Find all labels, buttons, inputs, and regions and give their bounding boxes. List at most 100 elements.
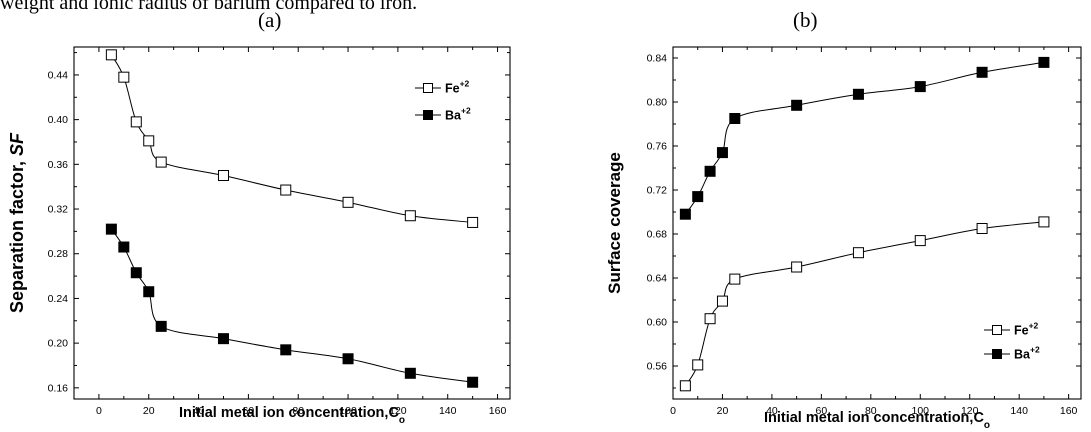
data-point: [914, 235, 926, 247]
legend-charge: +2: [461, 106, 471, 116]
y-tick-label: 0.20: [48, 338, 69, 350]
y-tick-label: 0.60: [647, 317, 668, 329]
x-tick-label: 120: [389, 405, 407, 417]
data-point: [791, 99, 803, 111]
data-point: [280, 344, 292, 356]
data-point: [976, 223, 988, 234]
series-ba: [105, 223, 479, 388]
data-point: [467, 216, 479, 228]
data-point: [704, 165, 716, 177]
data-point: [729, 273, 741, 285]
legend-name: Ba: [1014, 348, 1031, 362]
y-tick-label: 0.72: [647, 185, 668, 197]
data-point: [143, 286, 155, 298]
data-point: [976, 66, 988, 78]
x-axis-title-main: Initial metal ion concentration,C: [764, 410, 984, 426]
legend-marker: [992, 349, 1002, 359]
data-point: [1038, 56, 1050, 68]
chart-a: 0 20 40 60 80 100 120 140 160 0.16 0.20 0.24 0.28 0.3…: [7, 46, 511, 426]
data-point: [118, 241, 130, 253]
y-tick-label: 0.36: [48, 159, 69, 171]
y-axis-title-main: Separation factor,: [7, 156, 27, 313]
data-point: [130, 267, 142, 279]
panel-label-b: (b): [793, 8, 818, 32]
y-tick-label: 0.28: [48, 248, 69, 260]
x-tick-label: 40: [193, 405, 205, 417]
data-point: [692, 191, 704, 203]
y-axis-title: Surface coverage: [605, 152, 624, 294]
x-tick-label: 160: [489, 405, 507, 417]
legend-marker: [423, 110, 433, 120]
x-tick-label: 80: [292, 405, 304, 417]
legend-charge: +2: [1030, 345, 1040, 355]
legend-label: Fe+2: [1014, 321, 1039, 338]
x-tick-label: 60: [243, 405, 255, 417]
y-tick-label: 0.32: [48, 204, 69, 216]
data-point: [1038, 216, 1050, 228]
series-line: [110, 228, 473, 383]
x-tick-label: 120: [961, 405, 979, 417]
y-axis-title: Separation factor, SF: [7, 132, 27, 313]
panel-label-a: (a): [258, 8, 282, 32]
y-tick-label: 0.68: [647, 229, 668, 241]
data-point: [217, 333, 229, 345]
caption-fragment: weight and ionic radius of barium compar…: [0, 0, 418, 14]
x-tick-label: 140: [1010, 405, 1028, 417]
y-tick-label: 0.80: [647, 97, 668, 109]
data-point: [280, 184, 292, 196]
data-point: [679, 208, 691, 220]
data-point: [467, 376, 479, 388]
x-tick-label: 80: [865, 405, 877, 417]
legend-entry-fe: Fe+2: [415, 79, 470, 96]
x-tick-label: 100: [339, 405, 357, 417]
legend-label: Fe+2: [445, 79, 470, 96]
data-point: [118, 71, 130, 83]
series-ba: [679, 56, 1050, 220]
x-tick-label: 100: [912, 405, 930, 417]
data-point: [143, 135, 155, 147]
x-tick-label: 0: [96, 405, 102, 417]
legend-charge: +2: [460, 79, 470, 89]
x-axis-title: Initial metal ion concentration,Co: [764, 410, 990, 431]
data-point: [404, 210, 416, 222]
x-axis-title: Initial metal ion concentration,Co: [179, 405, 405, 426]
x-axis-title-subscript: o: [984, 420, 990, 431]
data-point: [217, 170, 229, 182]
legend-entry-ba: Ba+2: [415, 106, 471, 123]
y-tick-label: 0.40: [48, 114, 69, 126]
x-axis-title-main: Initial metal ion concentration,C: [179, 405, 399, 421]
y-tick-label: 0.44: [48, 69, 69, 81]
data-point: [155, 156, 167, 168]
series-line: [110, 54, 473, 223]
y-tick-label: 0.76: [647, 141, 668, 153]
data-point: [716, 295, 728, 307]
data-point: [791, 261, 803, 273]
y-tick-label: 0.84: [647, 53, 668, 65]
x-tick-label: 20: [143, 405, 155, 417]
legend-name: Ba: [445, 109, 462, 123]
x-tick-label: 20: [717, 405, 729, 417]
x-tick-label: 160: [1060, 405, 1078, 417]
legend-marker: [423, 83, 433, 93]
data-point: [105, 223, 117, 235]
series-fe: [679, 216, 1050, 392]
legend-charge: +2: [1029, 321, 1039, 331]
series-line: [684, 61, 1044, 215]
y-axis-title-italic: SF: [7, 132, 27, 156]
x-tick-label: 0: [670, 405, 676, 417]
y-tick-label: 0.64: [647, 273, 668, 285]
x-tick-label: 40: [766, 405, 778, 417]
y-axis-title-main: Surface coverage: [605, 152, 624, 294]
legend-name: Fe: [445, 82, 460, 96]
data-point: [679, 380, 691, 392]
y-tick-label: 0.24: [48, 293, 69, 305]
chart-b: 0 20 40 60 80 100 120 140 160 0.56 0.60 0.64 0.68 0.7…: [605, 46, 1082, 431]
series-fe: [105, 49, 479, 228]
plot-frame: [672, 46, 1082, 400]
data-point: [130, 116, 142, 128]
legend-name: Fe: [1014, 324, 1029, 338]
data-point: [105, 49, 117, 61]
data-point: [155, 320, 167, 332]
data-point: [342, 353, 354, 365]
x-tick-label: 140: [439, 405, 457, 417]
